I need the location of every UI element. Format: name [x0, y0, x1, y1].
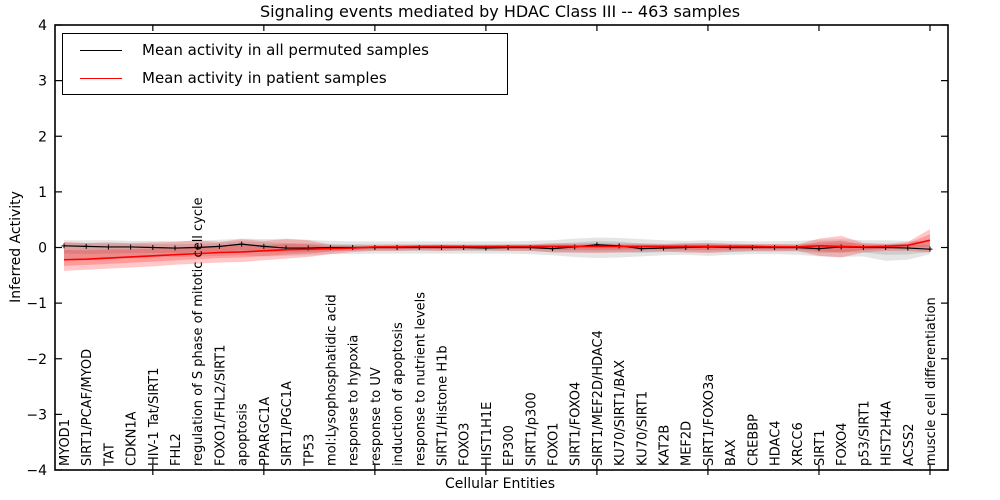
- x-tick-label: response to UV: [369, 367, 384, 466]
- x-tick-label: SIRT1/FOXO3a: [702, 374, 717, 466]
- x-tick-label: SIRT1/Histone H1b: [435, 345, 450, 466]
- x-tick-label: response to hypoxia: [347, 335, 362, 466]
- y-tick-label: 3: [38, 74, 47, 90]
- x-tick-label: FOXO1: [547, 423, 562, 466]
- y-tick-label: 1: [38, 185, 47, 201]
- x-tick-label: MYOD1: [58, 419, 73, 466]
- x-tick-label: induction of apoptosis: [391, 322, 406, 466]
- patient-band-outer: [64, 229, 930, 271]
- legend-entry-permuted: Mean activity in all permuted samples: [63, 41, 507, 59]
- x-tick-label: FOXO4: [835, 423, 850, 466]
- y-tick-label: −3: [26, 407, 47, 423]
- red-line-swatch-icon: [80, 77, 122, 79]
- legend-entry-patient: Mean activity in patient samples: [63, 69, 507, 87]
- x-tick-label: HDAC4: [769, 420, 784, 466]
- x-tick-label: HIST1H1E: [480, 402, 495, 466]
- x-tick-label: muscle cell differentiation: [924, 297, 939, 466]
- y-tick-label: −4: [26, 463, 47, 479]
- patient-line: [63, 239, 931, 261]
- legend-label-permuted: Mean activity in all permuted samples: [142, 41, 429, 59]
- y-tick-label: −1: [26, 296, 47, 312]
- x-tick-label: FOXO3: [458, 423, 473, 466]
- x-tick-label: HIST2H4A: [880, 401, 895, 466]
- x-tick-label: ACSS2: [902, 423, 917, 466]
- x-tick-label: SIRT1/FOXO4: [569, 382, 584, 466]
- x-tick-label: CREBBP: [746, 414, 761, 466]
- x-tick-label: SIRT1/PGC1A: [280, 381, 295, 466]
- x-tick-label: response to nutrient levels: [413, 292, 428, 466]
- y-tick-label: 2: [38, 129, 47, 145]
- y-axis-title: Inferred Activity: [8, 191, 24, 303]
- chart-title: Signaling events mediated by HDAC Class …: [259, 2, 741, 21]
- x-tick-label: SIRT1/p300: [524, 392, 539, 466]
- x-tick-label: SIRT1: [813, 430, 828, 466]
- x-tick-label: TAT: [102, 443, 117, 467]
- x-tick-label: CDKN1A: [125, 411, 140, 466]
- x-tick-label: XRCC6: [791, 422, 806, 466]
- x-tick-label: FHL2: [169, 433, 184, 466]
- x-tick-label: MEF2D: [680, 421, 695, 466]
- x-tick-label: PPARGC1A: [258, 397, 273, 466]
- x-tick-label: FOXO1/FHL2/SIRT1: [213, 345, 228, 466]
- x-tick-label: HIV-1 Tat/SIRT1: [147, 368, 162, 466]
- x-tick-label: p53/SIRT1: [857, 400, 872, 466]
- x-tick-label: EP300: [502, 425, 517, 466]
- legend-label-patient: Mean activity in patient samples: [142, 69, 387, 87]
- x-tick-label: regulation of S phase of mitotic cell cy…: [191, 197, 206, 466]
- x-tick-label: SIRT1/PCAF/MYOD: [80, 349, 95, 466]
- x-tick-label: KU70/SIRT1: [635, 391, 650, 466]
- permuted-band-outer: [64, 237, 930, 261]
- patient-band-inner: [64, 234, 930, 266]
- x-tick-label: BAX: [724, 439, 739, 466]
- x-axis-title: Cellular Entities: [444, 476, 556, 492]
- y-tick-label: −2: [26, 352, 47, 368]
- x-tick-label: TP53: [302, 434, 317, 467]
- x-tick-label: mol:Lysophosphatidic acid: [324, 294, 339, 466]
- y-tick-label: 0: [38, 241, 47, 257]
- x-tick-label: KU70/SIRT1/BAX: [613, 360, 628, 466]
- x-tick-label: apoptosis: [236, 403, 251, 466]
- black-line-swatch-icon: [80, 49, 122, 51]
- legend: Mean activity in all permuted samples Me…: [62, 33, 508, 95]
- y-tick-label: 4: [38, 18, 47, 34]
- x-tick-label: SIRT1/MEF2D/HDAC4: [591, 330, 606, 466]
- x-tick-label: KAT2B: [658, 425, 673, 466]
